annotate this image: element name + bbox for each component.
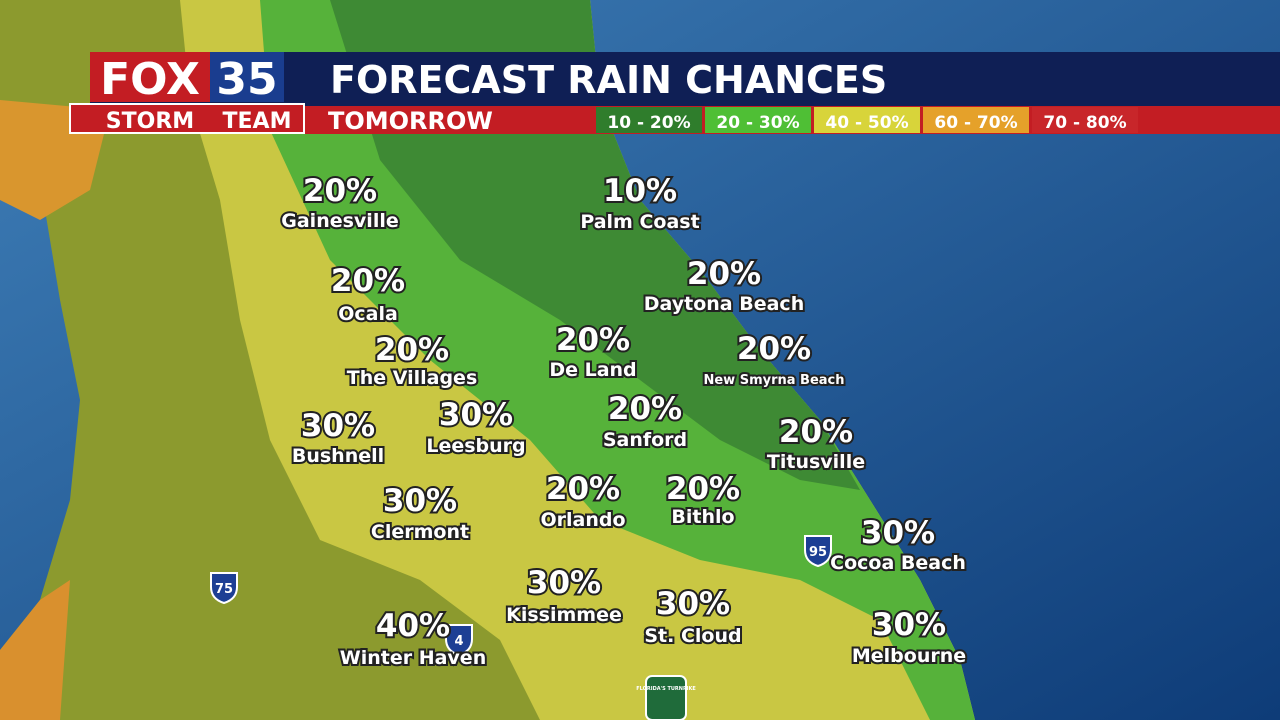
storm-team-box xyxy=(69,103,305,134)
rain-chance: 20% xyxy=(779,414,853,450)
rain-chance: 30% xyxy=(439,397,513,433)
legend-swatch xyxy=(923,107,1029,133)
city-name: Orlando xyxy=(540,509,625,531)
shield-number: 95 xyxy=(809,545,827,560)
interstate-shield xyxy=(445,624,473,657)
city-name: New Smyrna Beach xyxy=(703,373,844,388)
city-name: Palm Coast xyxy=(580,211,699,233)
logo-storm: STORM xyxy=(106,109,194,134)
city-name: De Land xyxy=(549,359,636,381)
rain-chance: 20% xyxy=(331,263,405,299)
city-name: Leesburg xyxy=(426,435,525,457)
city-name: Melbourne xyxy=(852,645,966,667)
rain-chance: 30% xyxy=(861,515,935,551)
turnpike-label: FLORIDA'S TURNPIKE xyxy=(636,686,696,692)
city-name: Daytona Beach xyxy=(644,293,804,315)
city-name: St. Cloud xyxy=(644,625,741,647)
logo-number-box xyxy=(210,52,284,102)
rain-chance: 10% xyxy=(603,173,677,209)
rain-chance: 20% xyxy=(546,471,620,507)
legend-label: 10 - 20% xyxy=(607,113,690,133)
legend-label: 70 - 80% xyxy=(1043,113,1126,133)
rain-chance: 40% xyxy=(376,608,450,644)
city-name: Bushnell xyxy=(292,445,384,467)
city-name: Gainesville xyxy=(281,210,398,232)
city-name: Ocala xyxy=(338,303,398,325)
title-bar xyxy=(90,52,1280,106)
city-name: Bithlo xyxy=(671,506,734,528)
rain-chance: 30% xyxy=(872,607,946,643)
rain-chance: 30% xyxy=(301,408,375,444)
shield-number: 4 xyxy=(454,634,463,649)
zone-orange-sw xyxy=(0,580,70,720)
rain-chance: 30% xyxy=(656,586,730,622)
city-name: Titusville xyxy=(767,451,865,473)
shield-number: 75 xyxy=(215,582,233,597)
city-name: Clermont xyxy=(371,521,469,543)
rain-chance: 20% xyxy=(687,256,761,292)
rain-chance: 20% xyxy=(303,173,377,209)
legend: 10 - 20% 20 - 30% 40 - 50% 60 - 70% 70 - 80% xyxy=(596,107,1138,133)
legend-swatch xyxy=(705,107,811,133)
logo-fox-box xyxy=(90,52,210,102)
rain-chance: 20% xyxy=(737,331,811,367)
logo-number: 35 xyxy=(216,54,277,105)
interstate-shield xyxy=(210,572,238,605)
rain-chance: 20% xyxy=(608,391,682,427)
legend-label: 40 - 50% xyxy=(825,113,908,133)
legend-label: 20 - 30% xyxy=(716,113,799,133)
legend-swatch xyxy=(814,107,920,133)
turnpike-sign xyxy=(645,675,687,721)
rain-chance: 20% xyxy=(666,471,740,507)
logo-fox: FOX xyxy=(100,54,200,105)
city-name: Kissimmee xyxy=(506,604,622,626)
logo-team: TEAM xyxy=(223,109,292,134)
city-name: The Villages xyxy=(347,367,478,389)
rain-chance: 30% xyxy=(527,565,601,601)
legend-swatch xyxy=(1032,107,1138,133)
legend-swatch xyxy=(596,107,702,133)
subtitle: TOMORROW xyxy=(328,107,493,135)
rain-chance: 20% xyxy=(375,332,449,368)
legend-label: 60 - 70% xyxy=(934,113,1017,133)
city-name: Sanford xyxy=(603,429,687,451)
city-name: Winter Haven xyxy=(340,647,486,669)
rain-chance: 30% xyxy=(383,483,457,519)
title: FORECAST RAIN CHANCES xyxy=(330,58,887,102)
city-name: Cocoa Beach xyxy=(830,552,966,574)
interstate-shield xyxy=(804,535,832,568)
rain-chance: 20% xyxy=(556,322,630,358)
